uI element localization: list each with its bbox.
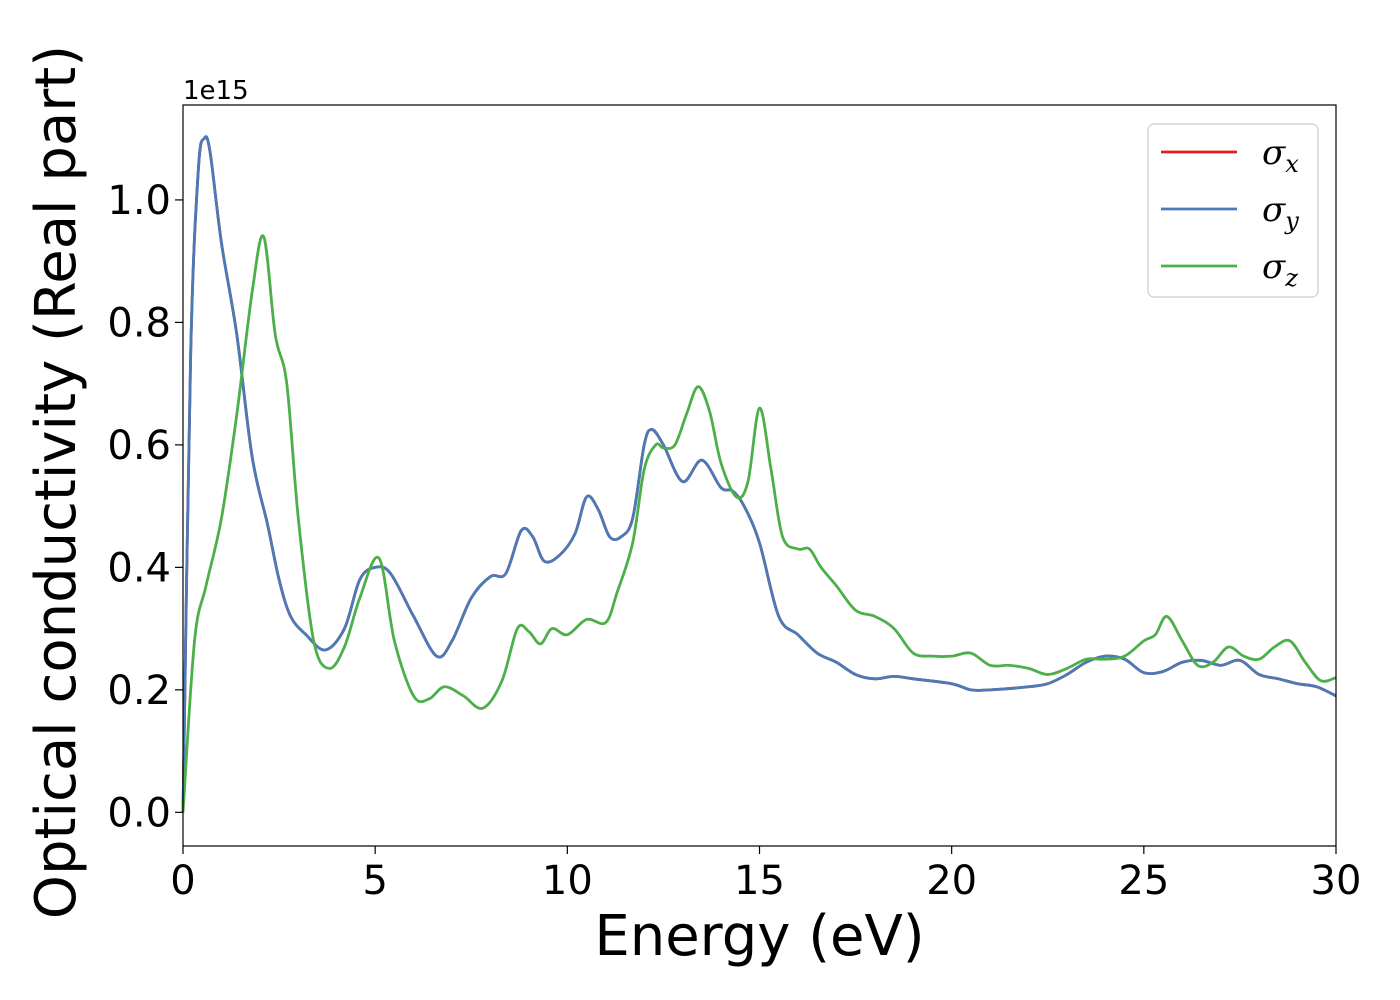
- x-tick-label: 0: [170, 858, 195, 904]
- series-layer: [181, 135, 1337, 813]
- y-tick-label: 0.8: [107, 300, 171, 346]
- x-tick-label: 30: [1311, 858, 1362, 904]
- y-axis-label: Optical conductivity (Real part): [24, 45, 89, 919]
- x-tick-label: 5: [362, 858, 387, 904]
- legend-label-y: σy: [1262, 190, 1299, 235]
- legend-label-z: σz: [1262, 247, 1298, 292]
- y-axis: 0.0 0.2 0.4 0.6 0.8 1.0: [107, 178, 183, 836]
- x-axis-label: Energy (eV): [594, 904, 924, 969]
- series-line-z: [181, 234, 1337, 813]
- x-axis: 0 5 10 15 20 25 30: [170, 846, 1361, 904]
- y-tick-label: 0.2: [107, 668, 171, 714]
- x-tick-label: 10: [542, 858, 593, 904]
- series-line-y: [181, 135, 1337, 813]
- legend-label-x: σx: [1262, 133, 1299, 178]
- x-tick-label: 15: [734, 858, 785, 904]
- legend-symbol: σ: [1262, 247, 1286, 287]
- y-tick-label: 0.6: [107, 423, 171, 469]
- y-axis-offset-label: 1e15: [183, 76, 249, 106]
- legend-subscript: y: [1284, 207, 1299, 235]
- y-tick-label: 1.0: [107, 178, 171, 224]
- legend-symbol: σ: [1262, 190, 1286, 230]
- legend-subscript: x: [1285, 150, 1299, 178]
- legend-symbol: σ: [1262, 133, 1286, 173]
- legend-box: [1147, 123, 1319, 298]
- x-tick-label: 20: [926, 858, 977, 904]
- y-tick-label: 0.4: [107, 545, 171, 591]
- x-tick-label: 25: [1118, 858, 1169, 904]
- y-tick-label: 0.0: [107, 790, 171, 836]
- legend-subscript: z: [1284, 264, 1298, 292]
